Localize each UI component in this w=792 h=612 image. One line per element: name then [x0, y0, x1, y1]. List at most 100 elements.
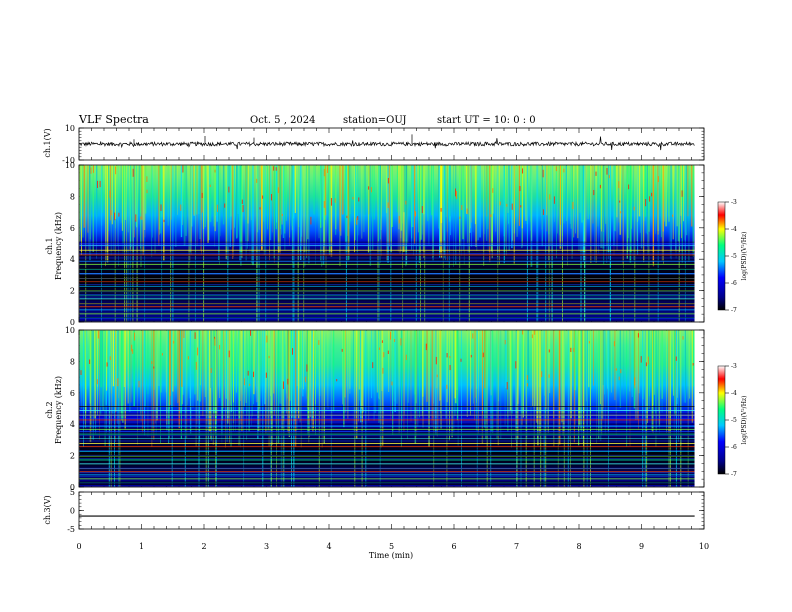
broadband-streak [609, 330, 611, 392]
broadband-streak [446, 165, 448, 262]
narrowband-line [79, 245, 695, 246]
broadband-streak [619, 165, 621, 235]
intense-patch [135, 214, 137, 222]
broadband-streak [445, 330, 447, 419]
broadband-streak [222, 165, 225, 225]
broadband-streak [401, 330, 402, 428]
broadband-streak [189, 165, 191, 253]
broadband-streak [562, 330, 564, 436]
broadband-streak [89, 330, 92, 442]
colorbar-tick-label: -7 [731, 307, 737, 314]
ch2-colorbar-label: log(PSD)(V²/Hz) [741, 396, 748, 445]
broadband-streak [248, 330, 250, 432]
sferic-line [567, 330, 569, 487]
broadband-streak [398, 330, 400, 435]
intense-patch [548, 349, 550, 353]
intense-patch [273, 166, 275, 171]
sferic-line [283, 330, 285, 487]
colorbar-tick-label: -6 [731, 280, 737, 287]
broadband-streak [432, 165, 434, 262]
broadband-streak [668, 165, 670, 222]
broadband-streak [281, 165, 282, 235]
broadband-streak [289, 165, 291, 238]
intense-patch [608, 175, 610, 179]
background-band [79, 450, 695, 451]
intense-patch [472, 333, 474, 339]
broadband-streak [353, 330, 355, 389]
broadband-streak [421, 165, 423, 235]
intense-patch [490, 214, 492, 217]
broadband-streak [601, 165, 604, 249]
background-band [79, 456, 695, 458]
intense-patch [647, 356, 649, 365]
broadband-streak [85, 330, 87, 415]
broadband-streak [378, 330, 379, 399]
broadband-streak [230, 330, 233, 412]
broadband-streak [330, 165, 333, 257]
intense-patch [266, 335, 268, 343]
broadband-streak [90, 330, 92, 427]
broadband-streak [541, 165, 543, 247]
broadband-streak [114, 165, 116, 220]
broadband-streak [530, 165, 531, 231]
broadband-streak [347, 330, 349, 419]
broadband-streak [692, 165, 694, 257]
broadband-streak [578, 165, 580, 252]
broadband-streak [140, 330, 141, 416]
broadband-streak [516, 165, 518, 237]
background-band [79, 273, 695, 275]
sferic-line [282, 330, 284, 487]
background-band [79, 291, 695, 292]
intense-patch [387, 202, 389, 208]
broadband-streak [670, 165, 672, 251]
broadband-streak [491, 165, 493, 259]
broadband-streak [586, 330, 588, 427]
intense-patch [283, 381, 284, 389]
broadband-streak [634, 330, 636, 389]
broadband-streak [193, 165, 194, 215]
broadband-streak [683, 330, 685, 403]
narrowband-line [79, 438, 695, 440]
broadband-streak [439, 330, 441, 414]
broadband-streak [451, 330, 453, 438]
broadband-streak [379, 330, 381, 414]
broadband-streak [406, 165, 409, 243]
broadband-streak [677, 330, 678, 398]
broadband-streak [230, 330, 232, 447]
broadband-streak [143, 165, 146, 230]
broadband-streak [166, 330, 168, 431]
broadband-streak [89, 165, 91, 261]
broadband-streak [222, 330, 224, 421]
broadband-streak [200, 165, 202, 221]
broadband-streak [363, 330, 364, 413]
intense-patch [446, 384, 448, 389]
narrowband-line [79, 306, 695, 308]
broadband-streak [144, 330, 146, 407]
broadband-streak [588, 330, 590, 388]
intense-patch [228, 350, 230, 358]
intense-patch [323, 201, 325, 208]
broadband-streak [421, 330, 423, 417]
broadband-streak [347, 165, 350, 256]
intense-patch [219, 345, 221, 350]
background-band [79, 275, 695, 276]
broadband-streak [116, 165, 119, 216]
broadband-streak [140, 165, 142, 267]
broadband-streak [97, 330, 98, 416]
broadband-streak [688, 165, 690, 262]
intense-patch [268, 355, 270, 359]
broadband-streak [102, 330, 104, 411]
broadband-streak [500, 330, 502, 439]
broadband-streak [418, 165, 420, 263]
background-band [79, 440, 695, 442]
sferic-line [293, 330, 295, 487]
intense-patch [352, 196, 354, 200]
broadband-streak [495, 165, 497, 232]
broadband-streak [296, 330, 299, 407]
broadband-streak [240, 330, 242, 425]
broadband-streak [531, 165, 533, 241]
colorbar-tick-label: -5 [731, 417, 737, 424]
broadband-streak [234, 165, 235, 228]
intense-patch [80, 370, 82, 375]
broadband-streak [419, 330, 421, 418]
